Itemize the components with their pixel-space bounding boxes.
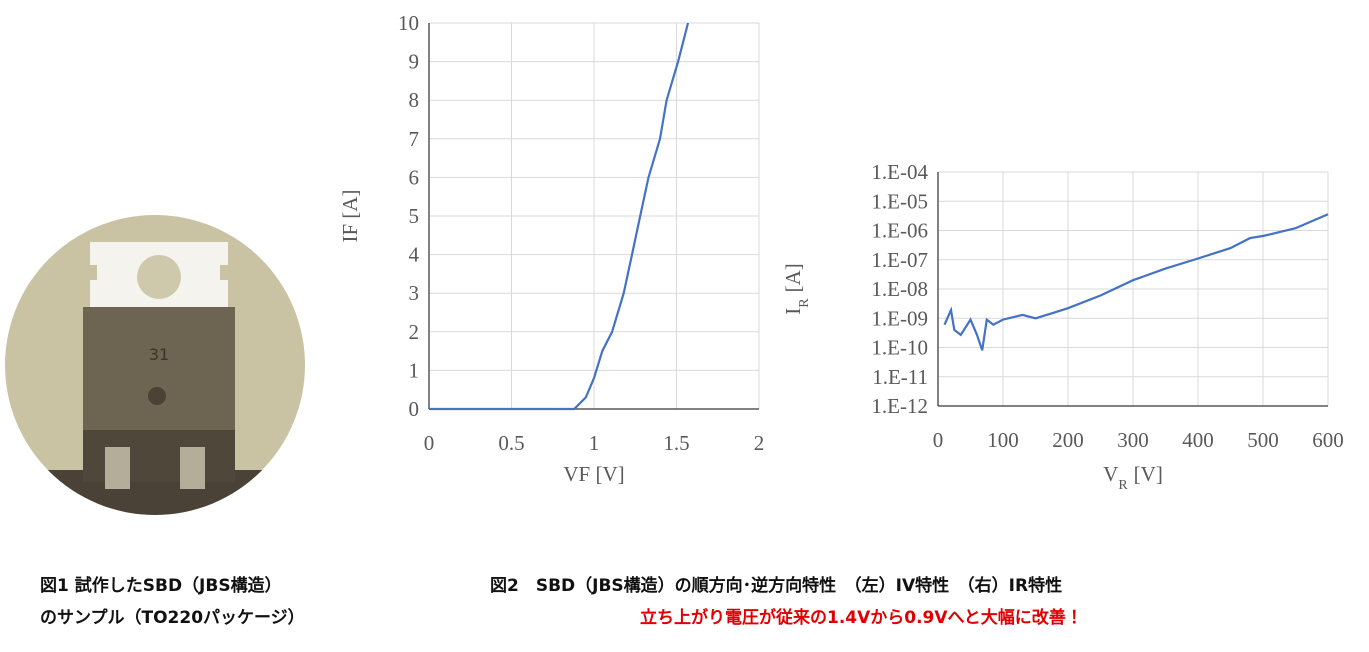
x-tick-label: 200 [1052,428,1084,452]
x-tick-label: 1.5 [663,431,689,455]
x-tick-label: 0 [933,428,944,452]
y-tick-label: 1.E-07 [871,248,928,272]
y-axis-label: IF [A] [338,189,362,242]
x-tick-label: 300 [1117,428,1149,452]
y-tick-label: 8 [409,88,420,112]
x-axis-label: VR [V] [1103,462,1163,493]
x-tick-label: 0 [424,431,435,455]
y-tick-label: 1.E-12 [871,394,928,418]
label-sub: R [797,298,812,308]
y-tick-label: 1.E-05 [871,189,928,213]
photo: 31 [5,215,305,515]
data-line [429,22,690,411]
y-tick-label: 1.E-08 [871,277,928,301]
chip-label: 31 [149,345,169,364]
caption: 図2 SBD（JBS構造）の順方向･逆方向特性 （左）IV特性 （右）IR特性 [490,575,1062,596]
chart: 1.E-12 1.E-11 1.E-10 1.E-09 1.E-08 1.E-07 1.E-… [781,160,1344,493]
y-tick-label: 1.E-06 [871,219,928,243]
chart: 0 1 2 3 4 5 6 7 8 9 10 0 0.5 1 1.5 2 VF [V] IF [A] [338,11,764,486]
x-tick-label: 1 [589,431,600,455]
y-tick-label: 4 [409,243,420,267]
y-tick-label: 7 [409,127,420,151]
caption: のサンプル（TO220パッケージ） [40,607,305,628]
caption: 図1 試作したSBD（JBS構造） [40,575,282,596]
y-tick-label: 1.E-04 [871,160,928,184]
label-unit: [V] [1134,462,1163,486]
x-axis-label: VF [V] [563,462,624,486]
y-tick-label: 1.E-09 [871,306,928,330]
label-unit: [A] [781,263,805,292]
x-tick-label: 2 [754,431,765,455]
highlight: 立ち上がり電圧が従来の1.4Vから0.9Vへと大幅に改善！ [640,607,1083,628]
label-main: I [781,308,805,315]
data-line [943,213,1329,351]
x-tick-label: 500 [1247,428,1279,452]
y-tick-label: 1.E-10 [871,336,928,360]
y-tick-label: 5 [409,204,420,228]
y-tick-label: 10 [398,11,419,35]
y-tick-label: 6 [409,165,420,189]
y-tick-label: 3 [409,281,420,305]
y-tick-label: 1.E-11 [872,365,928,389]
x-tick-label: 600 [1312,428,1344,452]
x-tick-label: 400 [1182,428,1214,452]
y-tick-label: 1 [409,358,420,382]
x-tick-label: 100 [987,428,1019,452]
x-tick-label: 0.5 [498,431,524,455]
y-tick-label: 9 [409,50,420,74]
label-main: V [1103,462,1118,486]
y-tick-label: 0 [409,397,420,421]
y-tick-label: 2 [409,320,420,344]
label-sub: R [1118,478,1128,493]
y-axis-label: IR [A] [781,263,812,315]
